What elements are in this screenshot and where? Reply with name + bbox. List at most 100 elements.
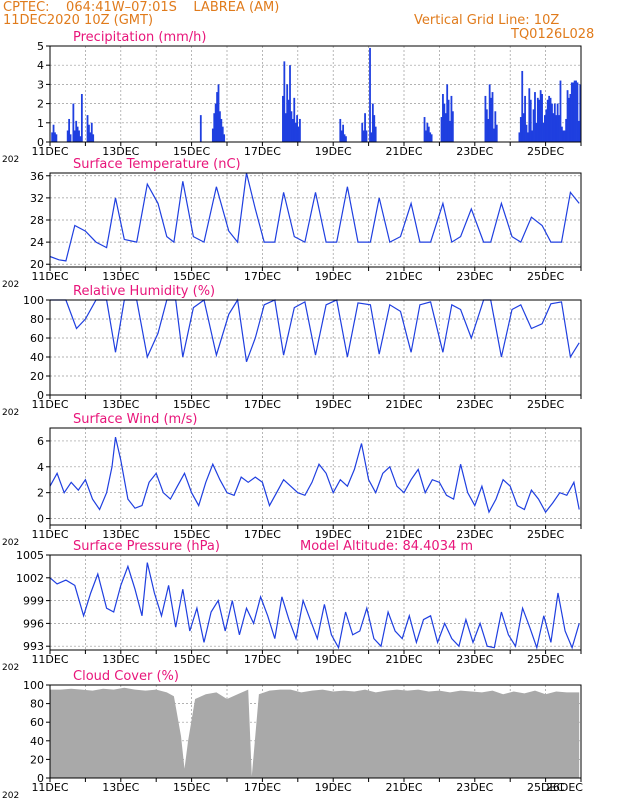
precip-bar <box>293 97 296 142</box>
precip-bar <box>427 126 430 142</box>
precip-bar <box>560 126 563 142</box>
x-tick-label: 25DEC <box>527 528 564 541</box>
precip-bar <box>223 134 226 142</box>
precip-bar <box>296 115 298 142</box>
precip-bar <box>364 113 366 142</box>
precip-bar <box>559 80 562 142</box>
x-tick-label-year: 202 <box>2 538 19 548</box>
precip-bar <box>446 84 449 142</box>
precip-bar <box>556 103 559 142</box>
y-tick-label: 993 <box>23 640 44 653</box>
precip-bar <box>365 130 368 142</box>
y-tick-label: 1002 <box>16 572 44 585</box>
precip-bar <box>449 120 451 142</box>
precip-bar <box>447 99 450 142</box>
precip-bar <box>525 124 528 142</box>
y-tick-label: 20 <box>30 258 44 271</box>
precip-bar <box>573 80 576 142</box>
precip-bar <box>536 97 539 142</box>
precip-bar <box>450 95 453 142</box>
precip-bar <box>362 130 365 142</box>
precip-bar <box>370 132 373 142</box>
panel-title: Surface Temperature (nC) <box>73 157 241 172</box>
x-tick-label: 23DEC <box>456 398 493 411</box>
precip-bar <box>423 117 426 142</box>
precip-bar <box>73 130 76 142</box>
precip-bar <box>521 70 524 142</box>
precip-bar <box>430 134 433 142</box>
x-tick-label: 21DEC <box>385 653 422 666</box>
precip-bar <box>535 122 538 142</box>
x-tick-label: 17DEC <box>244 781 281 794</box>
y-tick-label: 6 <box>37 435 44 448</box>
precip-bar <box>76 126 79 142</box>
y-tick-label: 0 <box>37 389 44 402</box>
precip-bar <box>555 115 558 142</box>
y-tick-label: 40 <box>30 351 44 364</box>
precip-bar <box>286 84 289 142</box>
x-tick-label: 25DEC <box>527 398 564 411</box>
x-tick-label: 23DEC <box>456 145 493 158</box>
x-tick-label: 21DEC <box>385 781 422 794</box>
precip-bar <box>294 122 297 142</box>
y-tick-label: 996 <box>23 617 44 630</box>
x-tick-label: 17DEC <box>244 145 281 158</box>
panel-title: Cloud Cover (%) <box>73 669 179 684</box>
x-tick-label: 13DEC <box>102 781 139 794</box>
x-tick-label: 11DEC <box>31 653 68 666</box>
x-tick-label: 19DEC <box>315 781 352 794</box>
panel-title: Surface Pressure (hPa) <box>73 539 220 554</box>
precip-bar <box>88 124 90 142</box>
precip-bar <box>442 94 444 142</box>
precip-bar <box>493 128 495 142</box>
panel-title: Precipitation (mm/h) <box>73 30 206 45</box>
precip-bar <box>221 126 224 142</box>
precip-bar <box>426 122 429 142</box>
precip-bar <box>542 122 545 142</box>
precip-bar <box>575 80 577 142</box>
precip-bar <box>558 115 560 142</box>
precip-bar <box>290 111 293 142</box>
y-tick-label: 4 <box>37 59 44 72</box>
precip-bar <box>291 118 294 142</box>
y-tick-label: 0 <box>37 772 44 785</box>
precip-bar <box>548 95 551 142</box>
y-tick-label: 0 <box>37 136 44 149</box>
x-tick-label: 23DEC <box>456 781 493 794</box>
precip-bar <box>568 97 570 142</box>
y-tick-label: 3 <box>37 78 44 91</box>
y-tick-label: 2 <box>37 98 44 111</box>
precip-bar <box>532 109 535 142</box>
x-tick-label-year: 202 <box>2 280 19 290</box>
y-tick-label: 1005 <box>16 549 44 562</box>
series-line <box>49 172 580 262</box>
precip-bar <box>297 126 300 142</box>
y-tick-label: 1 <box>37 117 44 130</box>
x-tick-label: 25DEC <box>527 781 564 794</box>
station-header: CPTEC: 064:41W–07:01S LABREA (AM) <box>3 0 280 15</box>
precip-bar <box>80 94 83 142</box>
y-tick-label: 32 <box>30 192 44 205</box>
x-tick-label: 15DEC <box>173 528 210 541</box>
y-tick-label: 40 <box>30 735 44 748</box>
precip-bar <box>549 97 552 142</box>
y-tick-label: 0 <box>37 513 44 526</box>
precip-bar <box>522 113 525 142</box>
grid-line-note: Vertical Grid Line: 10Z <box>414 13 560 28</box>
precip-bar <box>343 134 346 142</box>
x-tick-label-end: 26DEC <box>546 781 583 794</box>
x-tick-label: 19DEC <box>315 653 352 666</box>
y-tick-label: 60 <box>30 716 44 729</box>
precip-bar <box>86 115 89 142</box>
x-tick-label: 11DEC <box>31 398 68 411</box>
precip-bar <box>440 117 443 142</box>
y-tick-label: 100 <box>23 679 44 692</box>
x-tick-label: 21DEC <box>385 528 422 541</box>
x-tick-label: 11DEC <box>31 781 68 794</box>
panel-title: Relative Humidity (%) <box>73 284 215 299</box>
precip-bar <box>491 92 494 142</box>
precip-bar <box>299 118 301 142</box>
x-tick-label: 25DEC <box>527 145 564 158</box>
precip-bar <box>90 122 93 142</box>
